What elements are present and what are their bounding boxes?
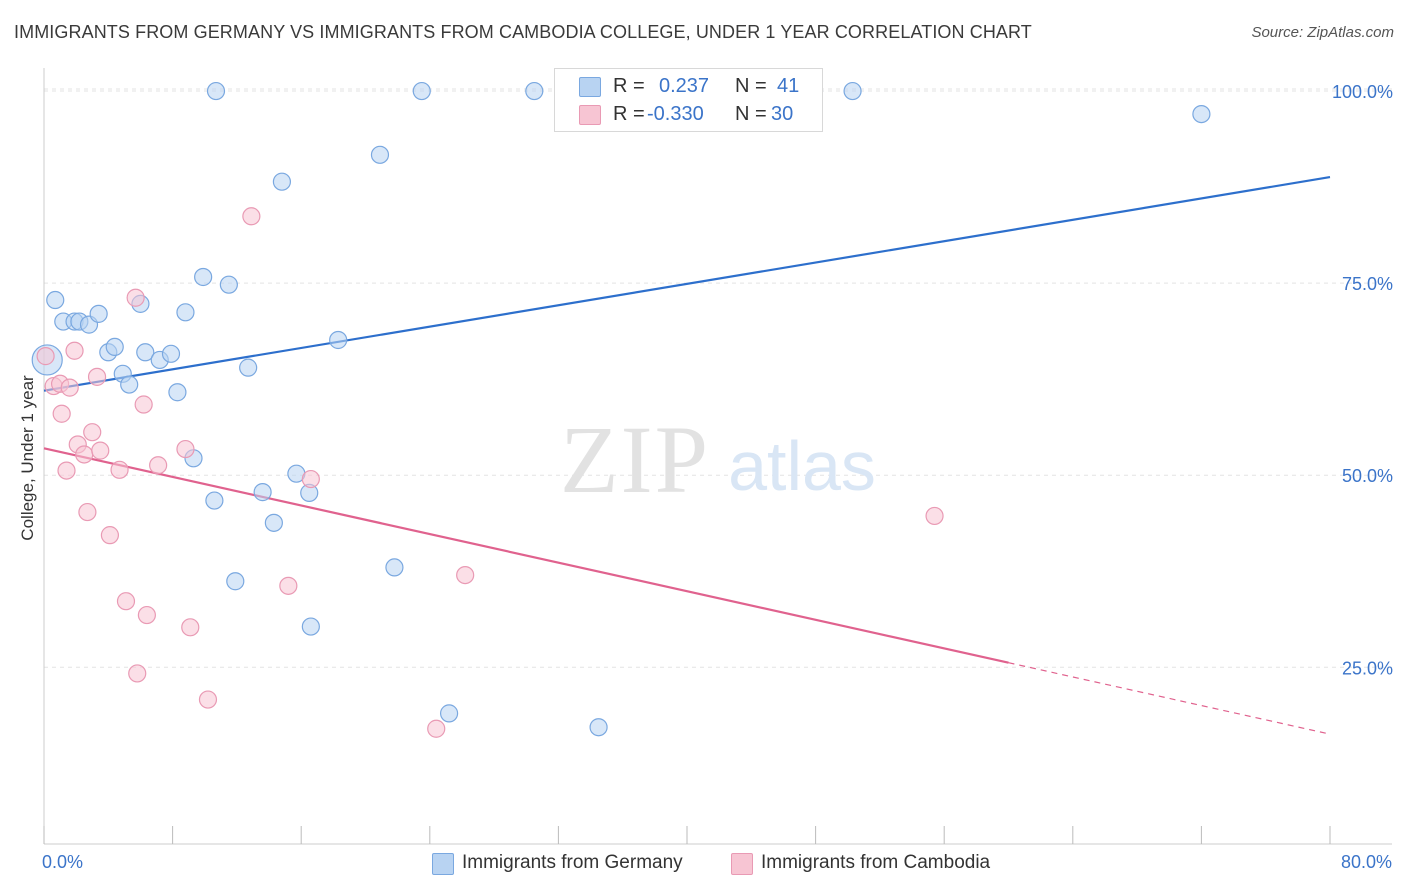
data-points [31,81,1211,738]
data-point-germany [589,718,608,737]
data-point-cambodia [116,592,136,611]
data-point-germany [89,304,108,323]
data-point-germany [385,558,404,577]
data-point-cambodia [57,461,76,480]
legend-n-value: 41 [777,75,800,97]
x-tick-label-min: 0.0% [42,852,84,872]
data-point-germany [239,358,258,377]
data-point-germany [206,81,226,101]
watermark-atlas: atlas [728,427,876,505]
legend-r-value: 0.237 [659,75,710,97]
legend-label-germany: Immigrants from Germany [462,852,683,873]
watermark-zip: ZIP [560,406,710,513]
data-point-cambodia [83,423,102,442]
data-point-cambodia [128,664,147,683]
data-point-cambodia [87,367,107,386]
data-point-germany [120,375,139,394]
legend-row-germany: R = 0.237 N = 41 [555,73,822,101]
data-point-germany [370,145,390,164]
data-point-cambodia [75,445,94,464]
data-point-germany [439,704,459,723]
data-point-cambodia [279,576,298,595]
data-point-germany [219,275,238,294]
data-point-cambodia [110,460,129,479]
data-point-germany [264,513,283,532]
data-point-germany [253,483,272,502]
x-tick-label-max: 80.0% [1340,852,1392,872]
trend-lines [43,176,1331,735]
data-point-cambodia [65,341,84,360]
data-point-germany [272,172,292,191]
data-point-germany [105,337,124,356]
legend-n-value: 30 [771,103,794,125]
y-axis-title: College, Under 1 year [18,375,37,541]
y-tick-label: 50.0% [1342,466,1393,486]
data-point-germany [226,572,245,591]
legend-label-cambodia: Immigrants from Cambodia [761,852,991,873]
data-point-germany [412,81,431,101]
legend-swatch-germany [579,77,601,97]
grid-lines [44,88,1392,668]
data-point-germany [194,267,213,287]
data-point-germany [329,330,348,350]
stats-legend: R = 0.237 N = 41 R = -0.330 N = 30 [554,68,823,132]
legend-n-label: N = [735,103,767,125]
data-point-cambodia [126,288,145,307]
data-point-cambodia [427,719,446,738]
data-point-cambodia [78,502,97,522]
data-point-cambodia [100,526,120,545]
data-point-germany [843,81,862,101]
y-tick-label: 25.0% [1342,658,1393,678]
data-point-cambodia [176,439,195,459]
y-tick-label: 75.0% [1342,274,1393,294]
data-point-cambodia [149,456,168,475]
legend-r-label: R = [613,103,645,125]
watermark: ZIP atlas [560,406,876,513]
data-point-cambodia [198,690,218,709]
trend-line-germany [43,176,1331,392]
legend-r-value: -0.330 [647,103,704,125]
data-point-germany [176,303,195,322]
data-point-cambodia [301,469,320,489]
data-point-germany [136,343,155,362]
chart-title: IMMIGRANTS FROM GERMANY VS IMMIGRANTS FR… [14,22,1032,42]
data-point-cambodia [137,605,156,625]
y-tick-labels: 25.0% 50.0% 75.0% 100.0% [1332,82,1393,678]
data-point-cambodia [181,618,200,637]
legend-swatch-cambodia [731,853,753,875]
trend-line-cambodia-extension [1008,662,1331,735]
data-point-cambodia [242,207,261,226]
data-point-cambodia [52,404,71,423]
source-label: Source: ZipAtlas.com [1251,24,1394,41]
data-point-cambodia [91,441,110,460]
data-point-germany [301,617,320,636]
trend-line-cambodia [43,447,1009,664]
data-point-germany [205,491,224,510]
data-point-cambodia [134,395,153,414]
data-point-cambodia [456,565,475,585]
data-point-germany [46,290,65,310]
legend-n-label: N = [735,75,767,97]
axes [43,68,1392,845]
data-point-germany [161,344,181,363]
data-point-cambodia [36,347,55,366]
data-point-cambodia [60,378,79,397]
legend-swatch-cambodia [579,105,601,125]
data-point-germany [168,383,187,402]
data-point-germany [1192,104,1211,124]
y-tick-label: 100.0% [1332,82,1393,102]
legend-row-cambodia: R = -0.330 N = 30 [555,101,822,129]
data-point-cambodia [925,506,944,526]
legend-swatch-germany [432,853,454,875]
legend-r-label: R = [613,75,645,97]
series-legend: Immigrants from Germany Immigrants from … [0,852,1406,878]
data-point-germany [525,81,544,101]
